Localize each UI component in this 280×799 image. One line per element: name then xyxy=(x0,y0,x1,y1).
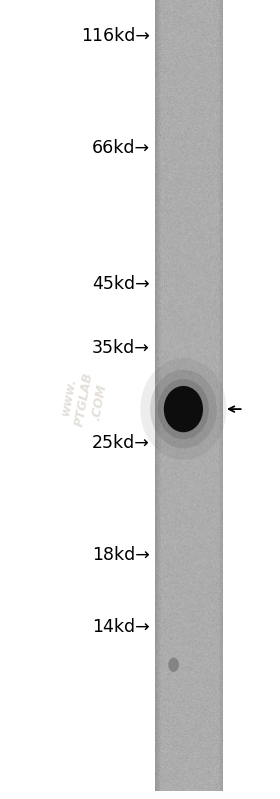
Ellipse shape xyxy=(164,386,203,432)
Text: 25kd→: 25kd→ xyxy=(92,435,150,452)
Ellipse shape xyxy=(158,379,209,439)
Text: 14kd→: 14kd→ xyxy=(92,618,150,636)
Text: 116kd→: 116kd→ xyxy=(81,27,150,45)
Ellipse shape xyxy=(150,370,217,448)
Ellipse shape xyxy=(140,358,227,460)
Text: 45kd→: 45kd→ xyxy=(92,275,150,292)
Text: 18kd→: 18kd→ xyxy=(92,547,150,564)
Text: www.
PTGLAB
.COM: www. PTGLAB .COM xyxy=(58,368,110,431)
Ellipse shape xyxy=(168,658,179,672)
Text: 66kd→: 66kd→ xyxy=(92,139,150,157)
Text: 35kd→: 35kd→ xyxy=(92,339,150,356)
